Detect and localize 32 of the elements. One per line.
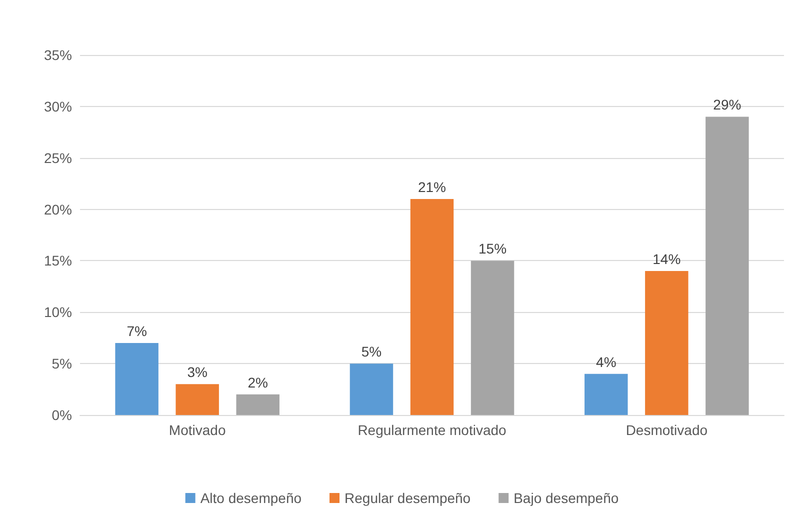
bar (470, 260, 514, 415)
bar (115, 343, 158, 415)
y-tick-label: 20% (44, 201, 72, 218)
y-tick-label: 0% (52, 407, 72, 423)
data-label: 15% (478, 240, 507, 257)
y-tick-label: 15% (44, 252, 72, 269)
bar (350, 364, 394, 415)
bar (706, 116, 749, 415)
data-label: 4% (596, 354, 616, 370)
x-tick-label: Motivado (168, 422, 226, 438)
y-tick-label: 35% (44, 47, 72, 63)
data-label: 29% (713, 96, 742, 113)
data-label: 21% (418, 179, 446, 195)
x-tick-label: Desmotivado (626, 422, 708, 438)
data-label: 5% (361, 344, 382, 360)
y-tick-label: 5% (52, 356, 72, 372)
bar (176, 384, 219, 415)
legend-label: Regular desempeño (344, 490, 471, 506)
legend-label: Alto desempeño (200, 490, 302, 506)
y-tick-label: 25% (44, 150, 72, 166)
y-tick-label: 10% (44, 304, 72, 320)
data-label: 14% (652, 251, 681, 267)
bar (410, 199, 454, 415)
legend-label: Bajo desempeño (514, 490, 619, 506)
x-tick-label: Regularmente motivado (358, 422, 507, 438)
bar (236, 394, 280, 415)
y-tick-label: 30% (44, 98, 72, 114)
data-label: 2% (248, 374, 268, 390)
data-label: 3% (187, 364, 208, 380)
bar (645, 271, 688, 415)
data-label: 7% (126, 323, 147, 339)
bar (584, 374, 628, 415)
